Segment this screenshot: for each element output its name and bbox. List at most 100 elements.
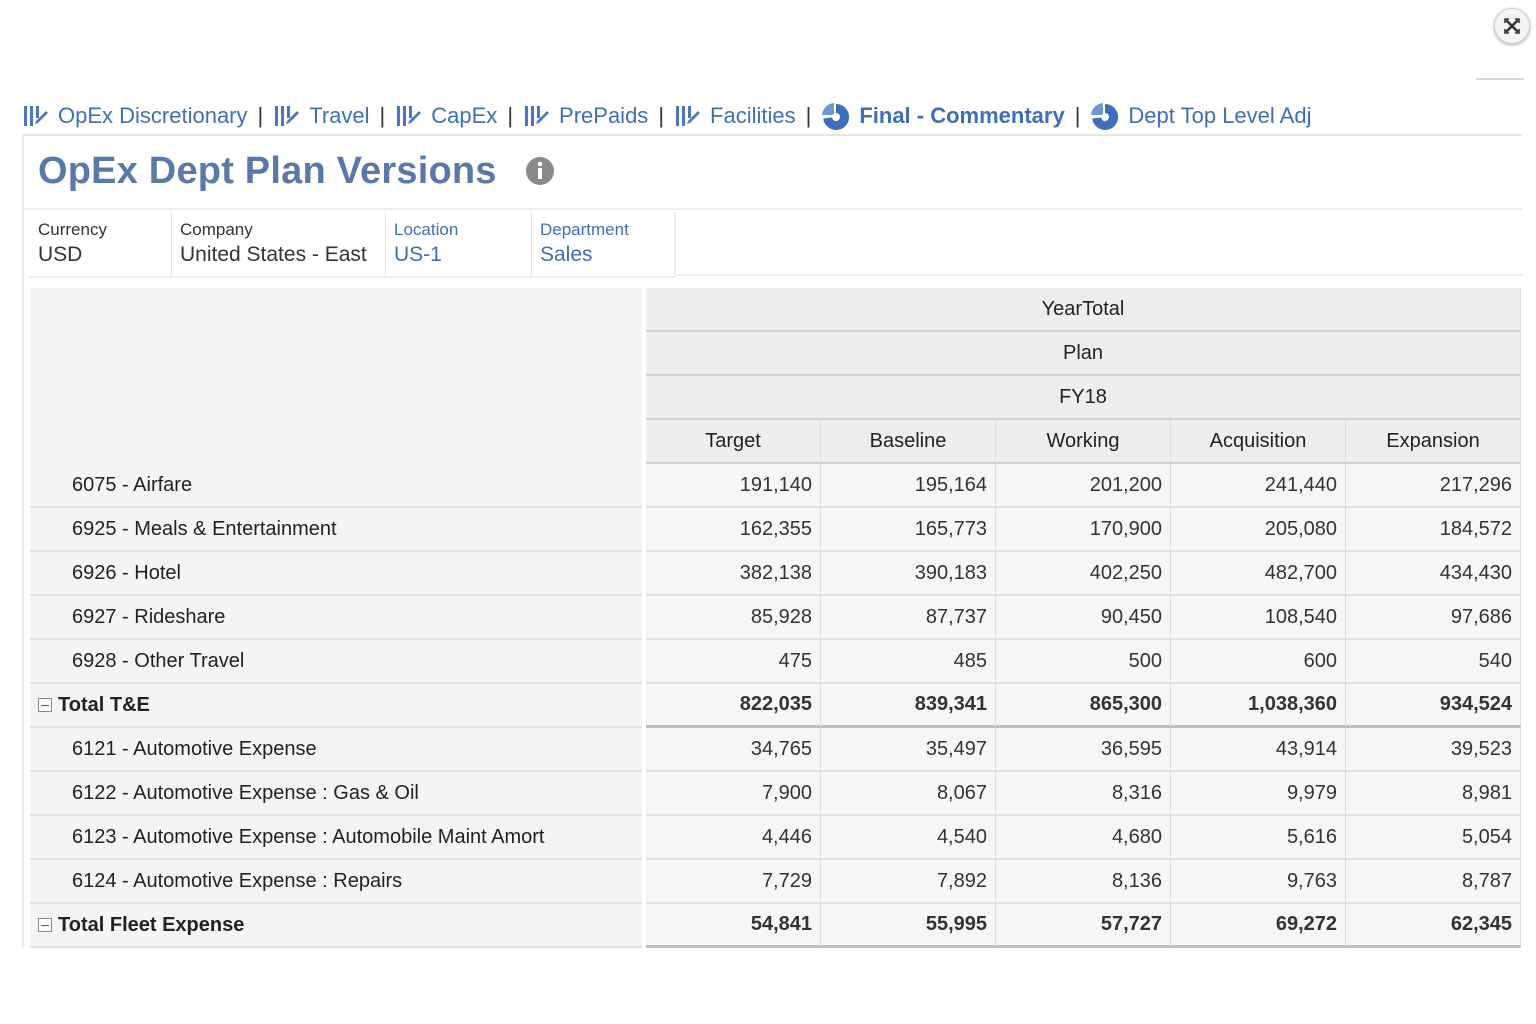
nav-link-prepaids[interactable]: PrePaids bbox=[523, 103, 648, 129]
data-cell[interactable]: 241,440 bbox=[1171, 464, 1346, 508]
data-cell[interactable]: 85,928 bbox=[646, 596, 821, 640]
data-cell[interactable]: 62,345 bbox=[1346, 904, 1521, 948]
pov-value[interactable]: US-1 bbox=[394, 243, 442, 266]
data-cell[interactable]: 7,892 bbox=[821, 860, 996, 904]
data-cell[interactable]: 7,900 bbox=[646, 772, 821, 816]
data-cell[interactable]: 39,523 bbox=[1346, 728, 1521, 772]
data-cell[interactable]: 822,035 bbox=[646, 684, 821, 728]
data-cell[interactable]: 57,727 bbox=[996, 904, 1171, 948]
data-cell[interactable]: 434,430 bbox=[1346, 552, 1521, 596]
form-grid-icon bbox=[523, 103, 551, 129]
row-header: Total T&E bbox=[30, 684, 642, 728]
nav-link-label: Facilities bbox=[710, 103, 796, 128]
data-cell[interactable]: 839,341 bbox=[821, 684, 996, 728]
data-cell[interactable]: 5,616 bbox=[1171, 816, 1346, 860]
form-grid-icon bbox=[674, 103, 702, 129]
data-cell[interactable]: 34,765 bbox=[646, 728, 821, 772]
row-header: 6123 - Automotive Expense : Automobile M… bbox=[30, 816, 642, 860]
nav-link-label: Travel bbox=[309, 103, 370, 128]
data-cell[interactable]: 500 bbox=[996, 640, 1171, 684]
data-cell[interactable]: 4,680 bbox=[996, 816, 1171, 860]
data-cell[interactable]: 9,979 bbox=[1171, 772, 1346, 816]
data-cell[interactable]: 8,981 bbox=[1346, 772, 1521, 816]
table-row: 6122 - Automotive Expense : Gas & Oil 7,9… bbox=[30, 772, 1521, 816]
close-button[interactable] bbox=[1494, 8, 1530, 44]
nav-link-facilities[interactable]: Facilities bbox=[674, 103, 796, 129]
column-header-expansion[interactable]: Expansion bbox=[1346, 420, 1521, 464]
column-header-acquisition[interactable]: Acquisition bbox=[1171, 420, 1346, 464]
data-cell[interactable]: 184,572 bbox=[1346, 508, 1521, 552]
nav-link-travel[interactable]: Travel bbox=[273, 103, 370, 129]
info-icon[interactable] bbox=[525, 156, 555, 186]
data-cell[interactable]: 540 bbox=[1346, 640, 1521, 684]
table-row: 6124 - Automotive Expense : Repairs 7,729… bbox=[30, 860, 1521, 904]
pov-label: Company bbox=[180, 220, 253, 239]
data-cell[interactable]: 934,524 bbox=[1346, 684, 1521, 728]
table-row: 6925 - Meals & Entertainment 162,355 165,7… bbox=[30, 508, 1521, 552]
data-cell[interactable]: 191,140 bbox=[646, 464, 821, 508]
row-label: 6925 - Meals & Entertainment bbox=[72, 517, 337, 540]
nav-link-final-commentary[interactable]: Final - Commentary bbox=[821, 102, 1065, 130]
row-label: Total Fleet Expense bbox=[58, 913, 245, 936]
data-cell[interactable]: 54,841 bbox=[646, 904, 821, 948]
table-row: 6075 - Airfare 191,140 195,164 201,200 241,4… bbox=[30, 464, 1521, 508]
column-header-target[interactable]: Target bbox=[646, 420, 821, 464]
nav-link-label: CapEx bbox=[431, 103, 498, 128]
data-cell[interactable]: 69,272 bbox=[1171, 904, 1346, 948]
grid-corner bbox=[30, 288, 642, 464]
data-cell[interactable]: 170,900 bbox=[996, 508, 1171, 552]
data-cell[interactable]: 5,054 bbox=[1346, 816, 1521, 860]
data-cell[interactable]: 201,200 bbox=[996, 464, 1171, 508]
form-grid-icon bbox=[22, 103, 50, 129]
data-cell[interactable]: 7,729 bbox=[646, 860, 821, 904]
pov-department[interactable]: Department Sales bbox=[532, 212, 674, 276]
data-cell[interactable]: 482,700 bbox=[1171, 552, 1346, 596]
row-label: Total T&E bbox=[58, 693, 150, 716]
data-cell[interactable]: 475 bbox=[646, 640, 821, 684]
data-cell[interactable]: 390,183 bbox=[821, 552, 996, 596]
row-label: 6121 - Automotive Expense bbox=[72, 737, 317, 760]
title-bar: OpEx Dept Plan Versions bbox=[38, 146, 555, 196]
collapse-icon[interactable] bbox=[38, 918, 52, 932]
nav-link-dept-top-level-adj[interactable]: Dept Top Level Adj bbox=[1090, 102, 1311, 130]
data-cell[interactable]: 205,080 bbox=[1171, 508, 1346, 552]
pov-location[interactable]: Location US-1 bbox=[386, 212, 532, 276]
data-cell[interactable]: 43,914 bbox=[1171, 728, 1346, 772]
collapse-icon[interactable] bbox=[38, 698, 52, 712]
data-cell[interactable]: 35,497 bbox=[821, 728, 996, 772]
table-row: Total T&E 822,035 839,341 865,300 1,038,360 9… bbox=[30, 684, 1521, 728]
data-cell[interactable]: 4,540 bbox=[821, 816, 996, 860]
data-cell[interactable]: 9,763 bbox=[1171, 860, 1346, 904]
data-cell[interactable]: 55,995 bbox=[821, 904, 996, 948]
data-cell[interactable]: 108,540 bbox=[1171, 596, 1346, 640]
data-cell[interactable]: 485 bbox=[821, 640, 996, 684]
data-cell[interactable]: 90,450 bbox=[996, 596, 1171, 640]
divider bbox=[22, 134, 1522, 136]
data-cell[interactable]: 4,446 bbox=[646, 816, 821, 860]
data-cell[interactable]: 382,138 bbox=[646, 552, 821, 596]
column-header-baseline[interactable]: Baseline bbox=[821, 420, 996, 464]
data-cell[interactable]: 1,038,360 bbox=[1171, 684, 1346, 728]
data-cell[interactable]: 865,300 bbox=[996, 684, 1171, 728]
data-cell[interactable]: 87,737 bbox=[821, 596, 996, 640]
nav-link-opex-discretionary[interactable]: OpEx Discretionary bbox=[22, 103, 248, 129]
column-header-working[interactable]: Working bbox=[996, 420, 1171, 464]
data-cell[interactable]: 600 bbox=[1171, 640, 1346, 684]
data-cell[interactable]: 8,067 bbox=[821, 772, 996, 816]
data-cell[interactable]: 195,164 bbox=[821, 464, 996, 508]
table-row: 6123 - Automotive Expense : Automobile M… bbox=[30, 816, 1521, 860]
data-cell[interactable]: 8,787 bbox=[1346, 860, 1521, 904]
nav-link-capex[interactable]: CapEx bbox=[395, 103, 497, 129]
pov-value[interactable]: Sales bbox=[540, 243, 593, 266]
data-cell[interactable]: 8,136 bbox=[996, 860, 1171, 904]
data-cell[interactable]: 217,296 bbox=[1346, 464, 1521, 508]
data-cell[interactable]: 165,773 bbox=[821, 508, 996, 552]
row-label: 6926 - Hotel bbox=[72, 561, 181, 584]
data-cell[interactable]: 402,250 bbox=[996, 552, 1171, 596]
row-header: 6122 - Automotive Expense : Gas & Oil bbox=[30, 772, 642, 816]
data-cell[interactable]: 8,316 bbox=[996, 772, 1171, 816]
data-cell[interactable]: 97,686 bbox=[1346, 596, 1521, 640]
data-cell[interactable]: 162,355 bbox=[646, 508, 821, 552]
row-header: 6927 - Rideshare bbox=[30, 596, 642, 640]
data-cell[interactable]: 36,595 bbox=[996, 728, 1171, 772]
